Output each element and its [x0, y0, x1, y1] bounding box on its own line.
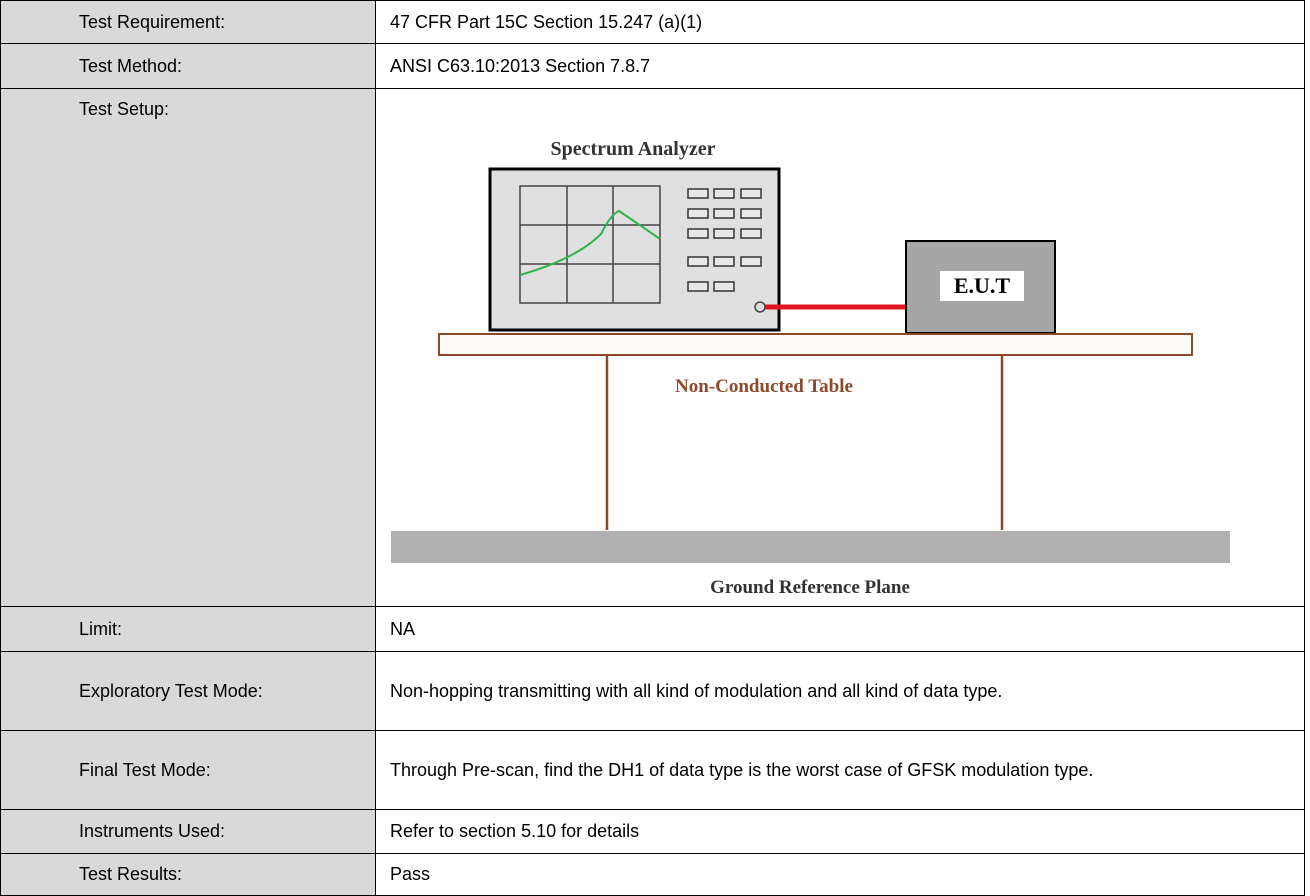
row: Test Method: ANSI C63.10:2013 Section 7.8… [0, 43, 1305, 89]
row: Test Results: Pass [0, 853, 1305, 896]
ground-label: Ground Reference Plane [710, 577, 910, 598]
screen [519, 185, 661, 304]
row: Test Requirement: 47 CFR Part 15C Section… [0, 0, 1305, 44]
setup-cell: Spectrum Analyzer E.U.T Non-Conducted Ta… [375, 88, 1305, 607]
setup-diagram: Spectrum Analyzer E.U.T Non-Conducted Ta… [391, 138, 1230, 598]
eut-label-box [940, 271, 1024, 301]
value: 47 CFR Part 15C Section 15.247 (a)(1) [375, 0, 1305, 44]
value: Through Pre-scan, find the DH1 of data t… [375, 730, 1305, 810]
trace [519, 209, 661, 276]
buttons [687, 188, 762, 292]
table-top [438, 333, 1193, 356]
value: ANSI C63.10:2013 Section 7.8.7 [375, 43, 1305, 89]
label: Test Method: [0, 43, 376, 89]
value: Pass [375, 853, 1305, 896]
label: Instruments Used: [0, 809, 376, 854]
analyzer-label: Spectrum Analyzer [551, 138, 716, 160]
row: Instruments Used: Refer to section 5.10 f… [0, 809, 1305, 854]
label: Exploratory Test Mode: [0, 651, 376, 731]
table-label: Non-Conducted Table [675, 376, 853, 397]
eut-label: E.U.T [954, 273, 1011, 298]
row: Final Test Mode: Through Pre-scan, find t… [0, 730, 1305, 810]
value: Non-hopping transmitting with all kind o… [375, 651, 1305, 731]
analyzer [488, 167, 781, 332]
row: Exploratory Test Mode: Non-hopping transm… [0, 651, 1305, 731]
row: Test Setup: Spectrum Analyzer E.U.T Non-… [0, 88, 1305, 607]
value: NA [375, 606, 1305, 652]
label: Final Test Mode: [0, 730, 376, 810]
label: Test Requirement: [0, 0, 376, 44]
value: Refer to section 5.10 for details [375, 809, 1305, 854]
label: Limit: [0, 606, 376, 652]
label: Test Setup: [0, 88, 376, 607]
port [754, 301, 766, 313]
row: Limit: NA [0, 606, 1305, 652]
label: Test Results: [0, 853, 376, 896]
ground-plane [391, 531, 1230, 563]
